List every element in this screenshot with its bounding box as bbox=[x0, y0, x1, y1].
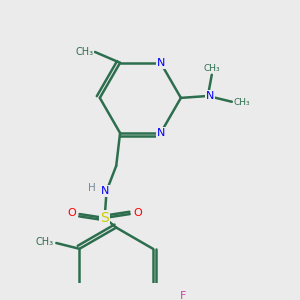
Text: N: N bbox=[156, 58, 165, 68]
Text: H: H bbox=[88, 183, 96, 193]
Text: N: N bbox=[206, 91, 214, 101]
Text: S: S bbox=[100, 211, 109, 225]
Text: F: F bbox=[180, 291, 186, 300]
Text: CH₃: CH₃ bbox=[36, 237, 54, 247]
Text: N: N bbox=[100, 186, 109, 196]
Text: CH₃: CH₃ bbox=[203, 64, 220, 73]
Text: CH₃: CH₃ bbox=[234, 98, 250, 107]
Text: N: N bbox=[156, 128, 165, 138]
Text: O: O bbox=[68, 208, 76, 218]
Text: O: O bbox=[133, 208, 142, 218]
Text: CH₃: CH₃ bbox=[75, 47, 93, 57]
